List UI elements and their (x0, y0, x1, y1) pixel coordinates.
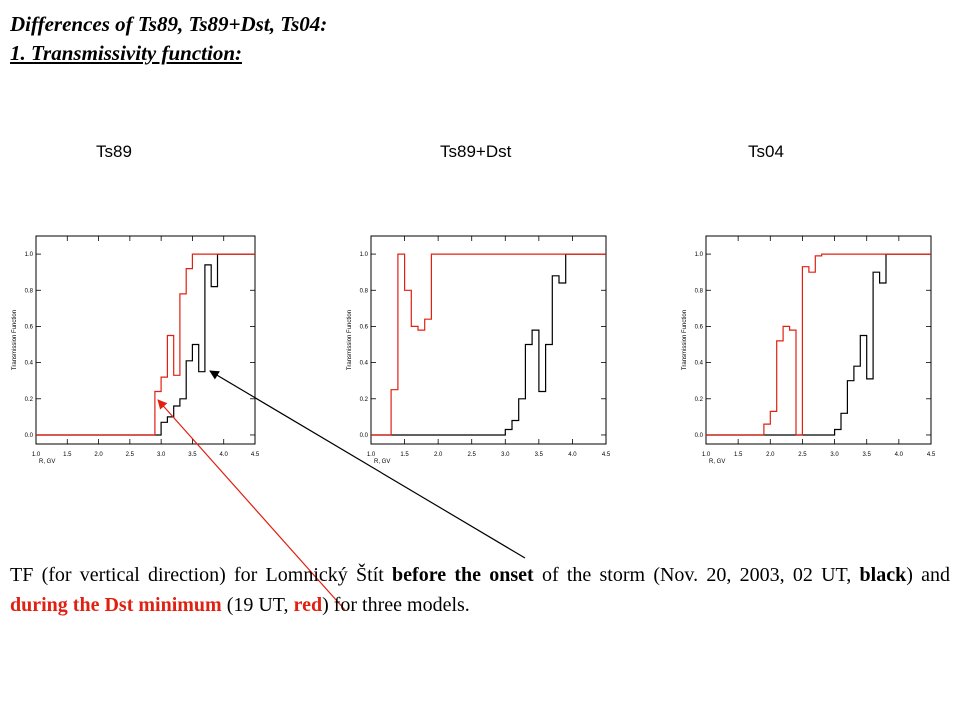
figure-caption: TF (for vertical direction) for Lomnický… (10, 564, 950, 616)
x-tick-label: 4.0 (568, 452, 577, 458)
x-tick-label: 2.5 (468, 452, 477, 458)
y-tick-label: 0.8 (695, 288, 704, 294)
series-dst-minimum (371, 253, 606, 436)
plot-frame (35, 235, 256, 445)
x-tick-label: 1.0 (32, 452, 41, 458)
plot-frame (370, 235, 607, 445)
x-tick-label: 1.5 (63, 452, 72, 458)
x-tick-label: 2.0 (94, 452, 103, 458)
x-tick-label: 2.5 (126, 452, 135, 458)
chart-panel-0: 1.0 1.5 2.0 2.5 3.0 3.5 4.0 4.5 0.0 0.2 0.4 0.6 0.8 1… (12, 235, 260, 465)
x-tick-label: 2.5 (798, 452, 807, 458)
slide-heading: Differences of Ts89, Ts89+Dst, Ts04: (10, 12, 328, 36)
series-before-onset (36, 253, 255, 436)
series-dst-minimum (36, 253, 255, 436)
x-tick-label: 4.0 (895, 452, 904, 458)
y-axis-label: Transmission Function (12, 310, 18, 370)
panel-title-ts89dst: Ts89+Dst (440, 142, 512, 161)
x-tick-label: 1.0 (367, 452, 376, 458)
caption-before-onset: before the onset (392, 564, 534, 586)
y-tick-label: 0.6 (695, 324, 704, 330)
series-before-onset (706, 253, 931, 436)
caption-dst-minimum: during the Dst minimum (10, 594, 222, 616)
slide-subheading: 1. Transmissivity function: (10, 41, 242, 65)
x-tick-label: 4.0 (220, 452, 229, 458)
y-tick-label: 0.6 (25, 324, 34, 330)
y-tick-label: 0.4 (25, 361, 34, 367)
x-tick-label: 2.0 (434, 452, 443, 458)
x-tick-label: 2.0 (766, 452, 775, 458)
x-tick-label: 1.0 (702, 452, 711, 458)
caption-black: black (859, 564, 907, 586)
y-tick-label: 0.0 (360, 433, 369, 439)
y-axis-label: Transmission Function (682, 310, 688, 370)
y-tick-label: 0.2 (360, 397, 369, 403)
x-tick-label: 3.5 (863, 452, 872, 458)
y-tick-label: 0.2 (695, 397, 704, 403)
y-tick-label: 0.0 (25, 433, 34, 439)
plot-frame (705, 235, 932, 445)
series-dst-minimum (706, 253, 931, 436)
y-tick-label: 0.6 (360, 324, 369, 330)
y-tick-label: 0.8 (360, 288, 369, 294)
series-before-onset (371, 253, 606, 436)
caption-red: red (293, 594, 323, 616)
x-axis-label: R, GV (39, 459, 55, 465)
annotation-arrow-red (157, 399, 346, 611)
y-axis-label: Transmission Function (347, 310, 353, 370)
x-tick-label: 3.0 (501, 452, 510, 458)
y-tick-label: 1.0 (695, 252, 704, 258)
y-tick-label: 0.4 (695, 361, 704, 367)
y-tick-label: 1.0 (360, 252, 369, 258)
x-tick-label: 1.5 (400, 452, 409, 458)
x-tick-label: 4.5 (251, 452, 260, 458)
chart-panel-2: 1.0 1.5 2.0 2.5 3.0 3.5 4.0 4.5 0.0 0.2 0.4 0.6 0.8 1… (682, 235, 936, 465)
y-tick-label: 0.8 (25, 288, 34, 294)
x-axis-label: R, GV (709, 459, 725, 465)
y-tick-label: 0.2 (25, 397, 34, 403)
x-tick-label: 4.5 (927, 452, 936, 458)
panel-title-ts89: Ts89 (96, 142, 132, 161)
x-tick-label: 3.5 (188, 452, 197, 458)
x-tick-label: 3.0 (157, 452, 166, 458)
x-tick-label: 3.5 (535, 452, 544, 458)
x-axis-label: R, GV (374, 459, 390, 465)
panel-title-ts04: Ts04 (748, 142, 784, 161)
annotation-arrow-black (209, 370, 526, 559)
x-tick-label: 3.0 (830, 452, 839, 458)
y-tick-label: 0.4 (360, 361, 369, 367)
chart-panel-1: 1.0 1.5 2.0 2.5 3.0 3.5 4.0 4.5 0.0 0.2 0.4 0.6 0.8 1… (347, 235, 611, 465)
x-tick-label: 4.5 (602, 452, 611, 458)
y-tick-label: 0.0 (695, 433, 704, 439)
x-tick-label: 1.5 (734, 452, 743, 458)
y-tick-label: 1.0 (25, 252, 34, 258)
